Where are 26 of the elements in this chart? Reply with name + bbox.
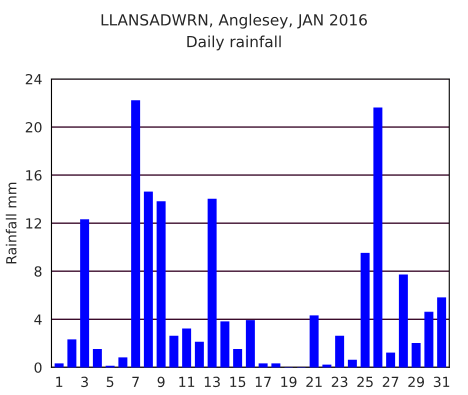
x-tick-label: 27 — [382, 376, 398, 387]
y-tick-label: 12 — [26, 218, 42, 228]
y-tick-label: 24 — [26, 74, 42, 84]
x-tick-label: 25 — [357, 376, 373, 388]
y-tick-label: 16 — [26, 170, 42, 181]
x-tick-label: 3 — [81, 376, 88, 388]
x-tick-label: 15 — [230, 376, 246, 388]
y-tick-label: 4 — [34, 314, 42, 325]
chart-title: LLANSADWRN, Anglesey, JAN 2016 — [102, 14, 367, 29]
y-axis-title: Rainfall mm — [6, 182, 17, 264]
x-tick-label: 31 — [434, 376, 450, 388]
x-tick-label: 9 — [158, 376, 165, 388]
chart-subtitle: Daily rainfall — [187, 36, 281, 50]
x-tick-label: 21 — [306, 376, 322, 387]
x-tick-label: 1 — [56, 376, 62, 387]
y-tick-label: 8 — [34, 266, 42, 277]
x-tick-label: 29 — [408, 376, 424, 388]
x-tick-label: 5 — [106, 376, 114, 388]
x-tick-label: 17 — [256, 376, 271, 387]
x-tick-label: 7 — [132, 376, 139, 387]
x-tick-label: 13 — [204, 376, 220, 388]
y-tick-label: 0 — [34, 362, 42, 373]
x-tick-label: 19 — [281, 376, 296, 388]
x-tick-label: 23 — [332, 376, 348, 388]
y-tick-label: 20 — [26, 122, 42, 133]
x-tick-label: 11 — [179, 376, 194, 387]
